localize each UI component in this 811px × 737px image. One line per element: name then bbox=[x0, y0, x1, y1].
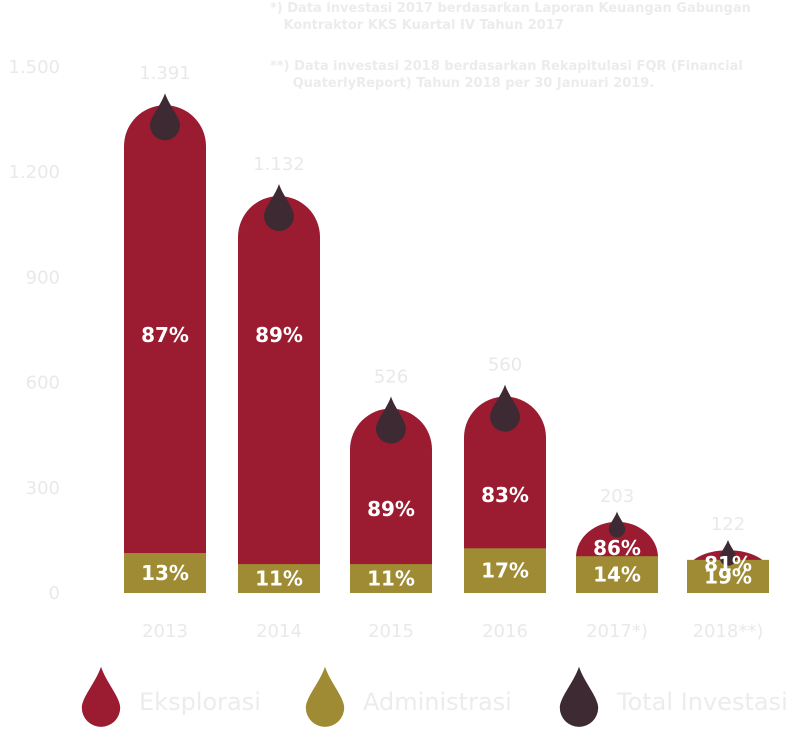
x-tick-label: 2017*) bbox=[586, 621, 648, 642]
administrasi-percent-label: 19% bbox=[704, 564, 752, 588]
y-tick-label: 1.200 bbox=[8, 162, 60, 183]
eksplorasi-percent-label: 86% bbox=[593, 536, 641, 560]
total-value-label: 560 bbox=[488, 355, 522, 376]
note-2018: **) Data investasi 2018 berdasarkan Reka… bbox=[270, 59, 743, 91]
total-value-label: 1.132 bbox=[253, 154, 305, 175]
legend-label: Total Investasi bbox=[616, 688, 788, 716]
total-drop-icon bbox=[264, 184, 294, 232]
x-tick-label: 2018**) bbox=[693, 621, 764, 642]
y-tick-label: 1.500 bbox=[8, 57, 60, 78]
x-tick-label: 2013 bbox=[142, 621, 188, 642]
y-tick-label: 600 bbox=[26, 373, 60, 394]
total-drop-icon bbox=[490, 384, 520, 432]
bar-eksplorasi bbox=[124, 105, 206, 594]
x-tick-label: 2015 bbox=[368, 621, 414, 642]
administrasi-percent-label: 11% bbox=[255, 567, 303, 591]
administrasi-percent-label: 11% bbox=[367, 567, 415, 591]
y-axis-ticks: 0 300 600 900 1.200 1.500 bbox=[8, 57, 60, 604]
total-drop-icon bbox=[150, 93, 180, 141]
total-drop-icon bbox=[376, 396, 406, 444]
y-tick-label: 300 bbox=[26, 478, 60, 499]
eksplorasi-percent-label: 83% bbox=[481, 483, 529, 507]
bar-administrasi bbox=[238, 564, 320, 593]
x-axis-ticks: 2013 2014 2015 2016 2017*) 2018**) bbox=[142, 621, 763, 642]
eksplorasi-percent-label: 81% bbox=[704, 552, 752, 576]
bar-eksplorasi bbox=[464, 396, 546, 593]
bar-administrasi bbox=[576, 556, 658, 593]
eksplorasi-percent-label: 89% bbox=[367, 497, 415, 521]
total-value-label: 526 bbox=[374, 367, 408, 388]
bar-administrasi bbox=[464, 548, 546, 593]
bar-eksplorasi bbox=[349, 408, 432, 593]
legend: Eksplorasi Administrasi Total Investasi bbox=[81, 666, 788, 727]
total-value-label: 122 bbox=[711, 514, 745, 535]
y-tick-label: 900 bbox=[26, 267, 60, 288]
legend-label: Administrasi bbox=[363, 688, 512, 716]
note-2017: *) Data investasi 2017 berdasarkan Lapor… bbox=[270, 1, 751, 33]
eksplorasi-percent-label: 89% bbox=[255, 323, 303, 347]
bar-eksplorasi bbox=[238, 196, 320, 593]
administrasi-percent-label: 13% bbox=[141, 561, 189, 585]
total-drop-icon bbox=[719, 539, 737, 566]
bar-administrasi bbox=[124, 553, 206, 593]
x-tick-label: 2014 bbox=[256, 621, 302, 642]
bar-administrasi bbox=[350, 564, 432, 593]
x-tick-label: 2016 bbox=[482, 621, 528, 642]
administrasi-percent-label: 14% bbox=[593, 563, 641, 587]
legend-drop-icon bbox=[559, 666, 599, 727]
total-drop-icon bbox=[608, 511, 626, 538]
bars: 1.391 87% 13% 1.132 89% 11% 526 89% 11% 560 83% 17%… bbox=[124, 63, 769, 594]
legend-drop-icon bbox=[305, 666, 345, 727]
total-value-label: 203 bbox=[600, 486, 634, 507]
total-value-label: 1.391 bbox=[139, 63, 191, 84]
eksplorasi-percent-label: 87% bbox=[141, 323, 189, 347]
y-tick-label: 0 bbox=[49, 583, 60, 604]
legend-drop-icon bbox=[81, 666, 121, 727]
administrasi-percent-label: 17% bbox=[481, 559, 529, 583]
legend-label: Eksplorasi bbox=[139, 688, 261, 716]
